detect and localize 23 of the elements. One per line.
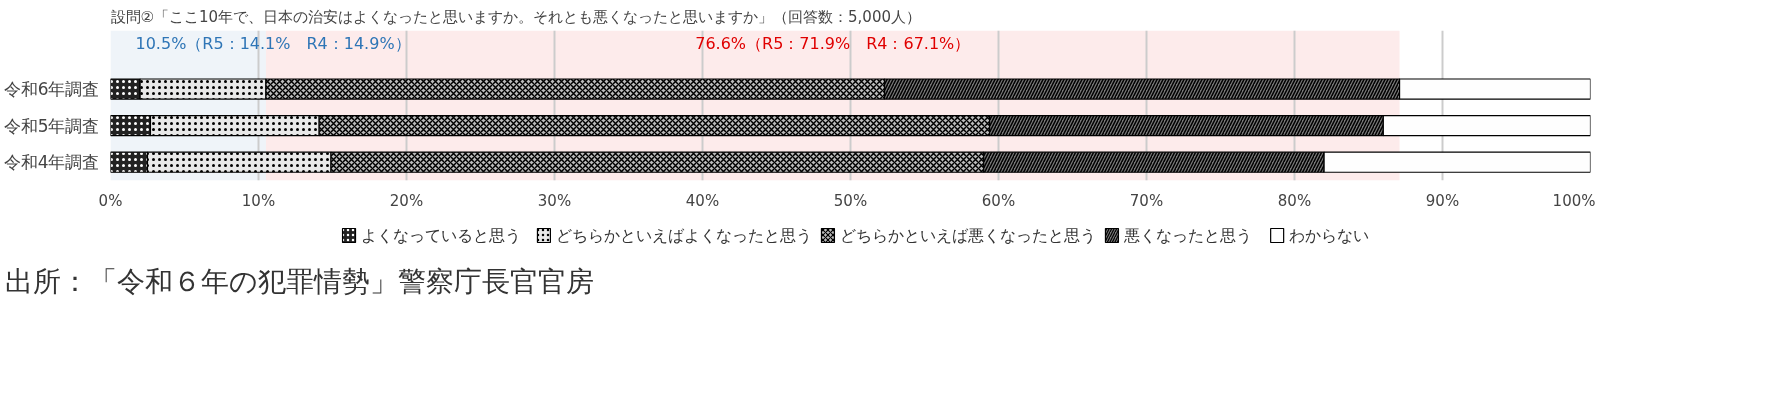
x-tick-label: 30% (537, 191, 572, 210)
legend-label: よくなっていると思う (361, 226, 522, 245)
x-tick-label: 80% (1277, 191, 1312, 210)
x-tick-label: 70% (1129, 191, 1164, 210)
chart-title: 設問②「ここ10年で、日本の治安はよくなったと思いますか。それとも悪くなったと思いますか」（回答数：5,000人） (110, 7, 921, 26)
x-tick-label: 90% (1425, 191, 1460, 210)
legend-label: 悪くなったと思う (1123, 226, 1253, 245)
y-tick-label: 令和5年調査 (3, 115, 100, 136)
x-tick-label: 100% (1552, 191, 1596, 210)
band-label: 76.6%（R5：71.9% R4：67.1%） (695, 34, 971, 54)
x-tick-label: 50% (833, 191, 868, 210)
text: 出所：「令和６年の犯罪情勢」警察庁長官官房 (5, 264, 594, 300)
band-label: 10.5%（R5：14.1% R4：14.9%） (135, 34, 411, 54)
x-tick-label: 40% (685, 191, 720, 210)
x-tick-label: 10% (241, 191, 276, 210)
x-tick-label: 20% (389, 191, 424, 210)
legend-label: わからない (1289, 226, 1370, 245)
legend-label: どちらかといえばよくなったと思う (556, 226, 812, 245)
y-tick-label: 令和4年調査 (3, 152, 100, 173)
x-tick-label: 0% (98, 191, 123, 210)
legend-label: どちらかといえば悪くなったと思う (840, 226, 1097, 245)
y-tick-label: 令和6年調査 (3, 79, 100, 100)
x-tick-label: 60% (981, 191, 1016, 210)
